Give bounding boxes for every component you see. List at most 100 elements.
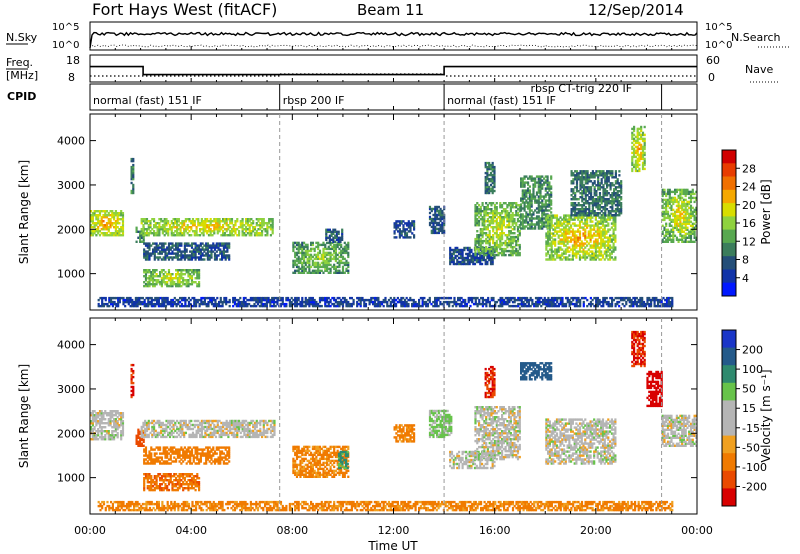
heatmap-cell: [472, 258, 475, 262]
heatmap-cell: [315, 271, 318, 274]
heatmap-cell: [107, 234, 110, 237]
heatmap-cell: [169, 273, 172, 276]
heatmap-cell: [134, 304, 137, 308]
heatmap-cell: [322, 255, 325, 259]
heatmap-cell: [161, 296, 164, 300]
heatmap-cell: [670, 200, 673, 204]
heatmap-cell: [324, 267, 327, 271]
heatmap-cell: [614, 204, 617, 207]
heatmap-cell: [195, 218, 198, 221]
heatmap-cell: [144, 269, 148, 272]
heatmap-cell: [285, 298, 288, 302]
heatmap-cell: [566, 228, 569, 231]
heatmap-cell: [597, 198, 600, 201]
heatmap-cell: [581, 210, 584, 213]
heatmap-cell: [222, 246, 225, 249]
heatmap-cell: [208, 250, 211, 253]
heatmap-cell: [488, 165, 491, 169]
heatmap-cell: [489, 179, 493, 183]
heatmap-cell: [297, 255, 300, 259]
heatmap-cell: [418, 302, 421, 306]
heatmap-cell: [229, 218, 232, 221]
heatmap-cell: [202, 228, 205, 231]
heatmap-cell: [546, 183, 549, 186]
heatmap-cell: [578, 238, 582, 241]
heatmap-cell: [341, 269, 345, 272]
heatmap-cell: [160, 248, 163, 251]
heatmap-cell: [204, 230, 207, 233]
heatmap-cell: [695, 208, 698, 212]
heatmap-cell: [127, 296, 130, 300]
heatmap-cell: [584, 176, 587, 179]
heatmap-cell: [527, 181, 530, 184]
heatmap-cell: [171, 284, 174, 288]
heatmap-cell: [210, 250, 213, 253]
heatmap-cell: [679, 218, 682, 222]
heatmap-cell: [162, 256, 165, 259]
heatmap-cell: [607, 212, 610, 215]
heatmap-cell: [176, 277, 179, 280]
heatmap-cell: [313, 249, 316, 253]
heatmap-cell: [601, 220, 605, 223]
heatmap-cell: [179, 304, 182, 308]
heatmap-cell: [224, 256, 227, 259]
heatmap-cell: [686, 222, 689, 225]
heatmap-cell: [532, 217, 535, 220]
heatmap-cell: [484, 187, 487, 191]
heatmap-cell: [550, 185, 553, 188]
heatmap-cell: [606, 178, 609, 181]
heatmap-cell: [234, 232, 237, 235]
heatmap-cell: [596, 226, 599, 229]
heatmap-cell: [308, 253, 311, 257]
heatmap-cell: [476, 234, 479, 237]
heatmap-cell: [661, 230, 664, 233]
heatmap-cell: [246, 222, 249, 225]
heatmap-cell: [163, 302, 166, 306]
heatmap-cell: [160, 218, 163, 221]
heatmap-cell: [541, 215, 544, 218]
freq-panel: [89, 54, 698, 83]
heatmap-cell: [404, 230, 407, 233]
heatmap-cell: [248, 302, 251, 306]
heatmap-cell: [586, 172, 589, 175]
heatmap-cell: [246, 220, 249, 223]
heatmap-cell: [532, 179, 535, 182]
heatmap-cell: [590, 212, 593, 215]
heatmap-cell: [133, 300, 136, 304]
heatmap-cell: [640, 125, 643, 129]
heatmap-cell: [665, 216, 668, 220]
heatmap-cell: [525, 215, 528, 218]
heatmap-cell: [693, 236, 696, 239]
heatmap-cell: [493, 241, 497, 245]
heatmap-cell: [495, 235, 498, 239]
heatmap-cell: [101, 298, 104, 302]
heatmap-cell: [340, 298, 343, 302]
heatmap-cell: [666, 204, 670, 208]
heatmap-cell: [257, 220, 260, 223]
heatmap-cell: [548, 201, 551, 204]
heatmap-cell: [670, 234, 673, 237]
heatmap-cell: [352, 302, 355, 306]
heatmap-cell: [620, 206, 623, 209]
heatmap-cell: [607, 176, 610, 179]
heatmap-cell: [143, 302, 146, 306]
heatmap-cell: [530, 217, 533, 220]
heatmap-cell: [450, 248, 454, 252]
heatmap-cell: [557, 218, 560, 221]
heatmap-cell: [693, 228, 696, 231]
heatmap-cell: [682, 200, 685, 204]
heatmap-cell: [527, 227, 530, 230]
heatmap-cell: [154, 222, 157, 225]
heatmap-cell: [493, 177, 496, 181]
heatmap-cell: [530, 195, 533, 198]
heatmap-cell: [148, 258, 151, 261]
heatmap-cell: [180, 302, 183, 306]
heatmap-cell: [222, 242, 225, 245]
heatmap-cell: [547, 250, 550, 253]
heatmap-cell: [643, 133, 646, 137]
heatmap-cell: [192, 254, 195, 257]
heatmap-cell: [303, 253, 306, 257]
heatmap-cell: [584, 170, 587, 173]
heatmap-cell: [230, 228, 234, 231]
heatmap-cell: [577, 174, 580, 177]
